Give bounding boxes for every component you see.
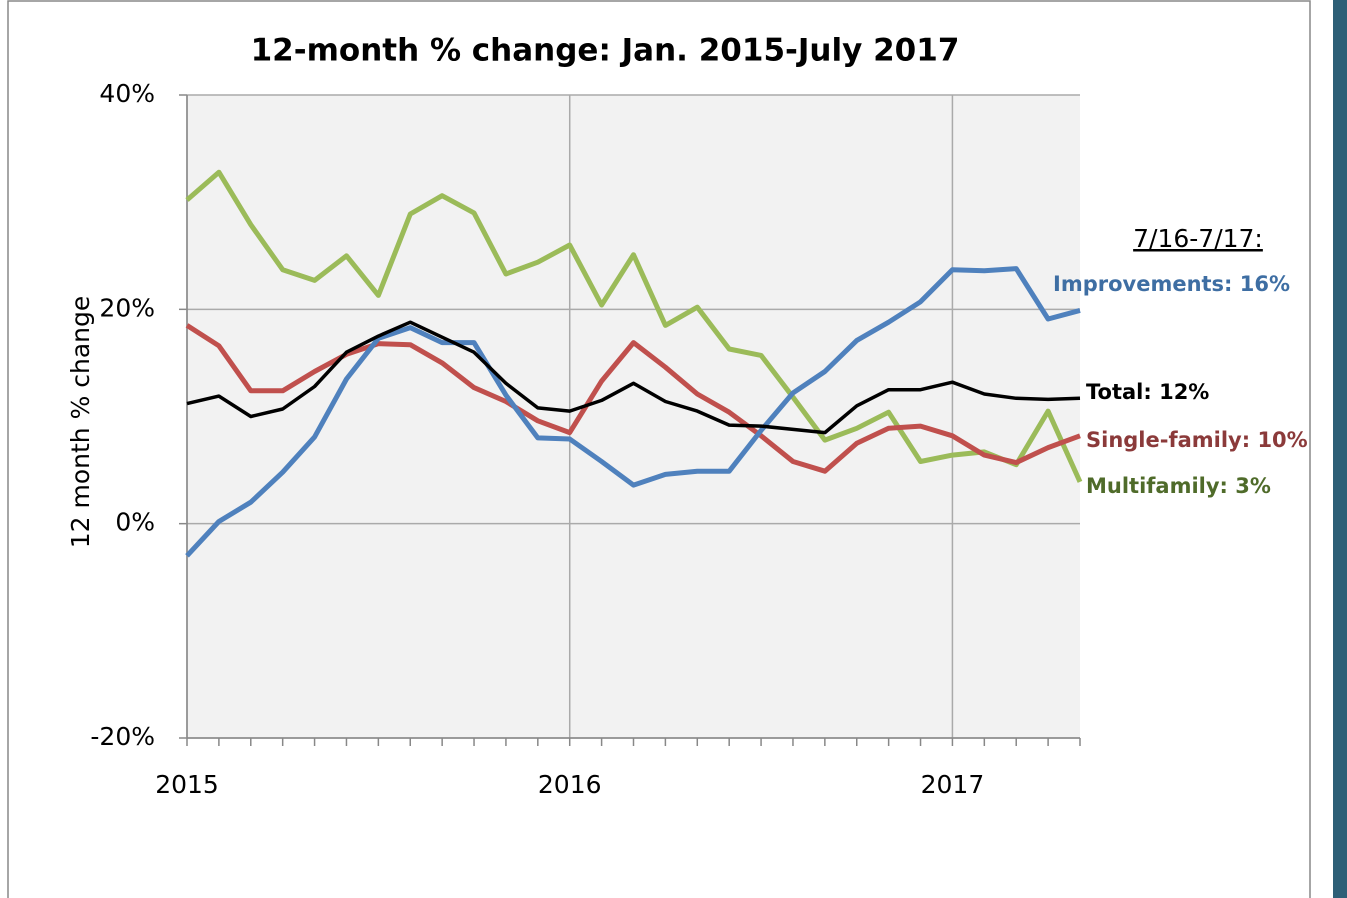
- x-tick-label: 2017: [921, 770, 985, 799]
- series-line: [185, 169, 1083, 483]
- x-tick-label: 2016: [538, 770, 602, 799]
- annotation: Single-family: 10%: [1086, 428, 1308, 452]
- annotation: Multifamily: 3%: [1086, 474, 1271, 498]
- annotation: 7/16-7/17:: [1133, 224, 1263, 253]
- plot-area: [187, 95, 1080, 738]
- y-tick-label: 40%: [99, 79, 155, 108]
- annotation: Improvements: 16%: [1053, 272, 1290, 296]
- series-line: [185, 266, 1081, 558]
- annotation: Total: 12%: [1086, 380, 1209, 404]
- series-line: [186, 320, 1081, 435]
- y-tick-label: -20%: [90, 722, 155, 751]
- x-tick-label: 2015: [155, 770, 219, 799]
- y-tick-label: 20%: [99, 293, 155, 322]
- series-line: [185, 323, 1081, 474]
- side-strip: [1333, 0, 1347, 898]
- chart-title: 12-month % change: Jan. 2015-July 2017: [251, 33, 960, 69]
- y-tick-label: 0%: [115, 508, 155, 537]
- y-axis-label: 12 month % change: [66, 296, 95, 549]
